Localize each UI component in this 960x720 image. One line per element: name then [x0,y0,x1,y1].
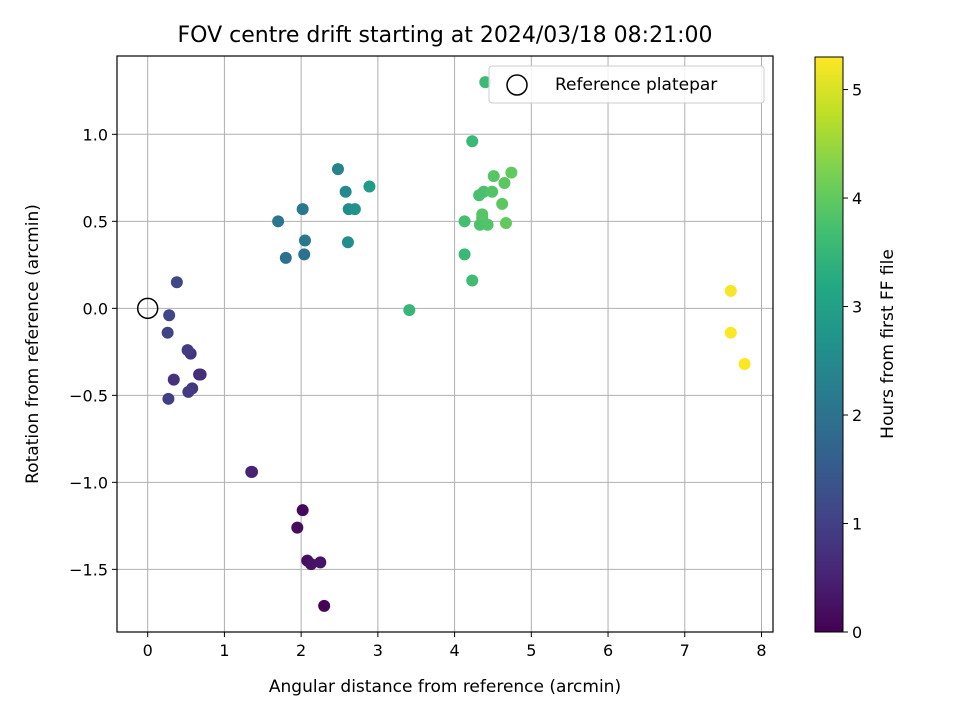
data-point [162,392,175,405]
data-point [724,326,737,339]
data-point [298,234,311,247]
data-point [272,215,285,228]
y-tick-label: −0.5 [69,386,108,405]
colorbar-tick-label: 0 [852,623,862,642]
legend: Reference platepar [488,65,765,104]
data-point [296,203,309,216]
data-point [331,163,344,176]
data-point [246,465,259,478]
colorbar-gradient [814,56,844,633]
data-point [481,218,494,231]
data-point [194,368,207,381]
data-point [363,180,376,193]
data-point [738,358,751,371]
data-point [348,203,361,216]
data-point [298,248,311,261]
x-axis-label: Angular distance from reference (arcmin) [269,677,621,697]
data-point [279,251,292,264]
data-point [182,385,195,398]
data-point [305,558,318,571]
data-point [498,177,511,190]
x-axis-ticks: 0 1 2 3 4 5 6 7 8 [143,632,767,660]
data-point [487,170,500,183]
y-tick-label: 0.5 [83,212,108,231]
x-tick-label: 1 [219,641,229,660]
data-points [161,76,751,612]
data-point [318,599,331,612]
legend-reference-marker [506,74,528,96]
y-tick-label: −1.5 [69,560,108,579]
x-tick-label: 7 [680,641,690,660]
data-point [466,274,479,287]
data-point [458,248,471,261]
data-point [499,217,512,230]
x-tick-label: 2 [296,641,306,660]
y-axis-ticks: −1.5 −1.0 −0.5 0.0 0.5 1.0 [69,125,117,579]
data-point [339,185,352,198]
data-point [458,215,471,228]
plot-area [117,56,773,632]
data-point [341,236,354,249]
data-point [181,344,194,357]
x-tick-label: 0 [143,641,153,660]
data-point [163,309,176,322]
data-point [496,197,509,210]
grid [117,56,773,632]
data-point [476,208,489,221]
colorbar-ticks: 0 1 2 3 4 5 [843,81,862,642]
colorbar-tick-label: 3 [852,298,862,317]
data-point [291,521,304,534]
data-point [466,135,479,148]
data-point [314,556,327,569]
data-point [479,76,492,89]
x-tick-label: 4 [449,641,459,660]
colorbar-label: Hours from first FF file [878,249,898,439]
colorbar-tick-label: 2 [852,406,862,425]
colorbar: 0 1 2 3 4 5 Hours from first FF file [814,56,898,642]
data-point [486,185,499,198]
data-point [477,185,490,198]
x-tick-label: 5 [526,641,536,660]
data-point [296,504,309,517]
x-tick-label: 3 [373,641,383,660]
y-tick-label: −1.0 [69,473,108,492]
y-tick-label: 0.0 [83,299,108,318]
x-tick-label: 8 [756,641,766,660]
chart-title: FOV centre drift starting at 2024/03/18 … [178,23,713,48]
data-point [170,276,183,289]
data-point [161,326,174,339]
legend-reference-label: Reference platepar [555,75,717,95]
colorbar-tick-label: 4 [852,189,862,208]
y-tick-label: 1.0 [83,125,108,144]
reference-marker [136,297,159,320]
plot-frame [116,55,774,633]
colorbar-tick-label: 5 [852,81,862,100]
legend-box [488,65,765,104]
data-point [724,284,737,297]
y-axis-label: Rotation from reference (arcmin) [23,204,43,484]
data-point [505,166,518,179]
colorbar-tick-label: 1 [852,515,862,534]
x-tick-label: 6 [603,641,613,660]
data-point [167,373,180,386]
data-point [403,304,416,317]
